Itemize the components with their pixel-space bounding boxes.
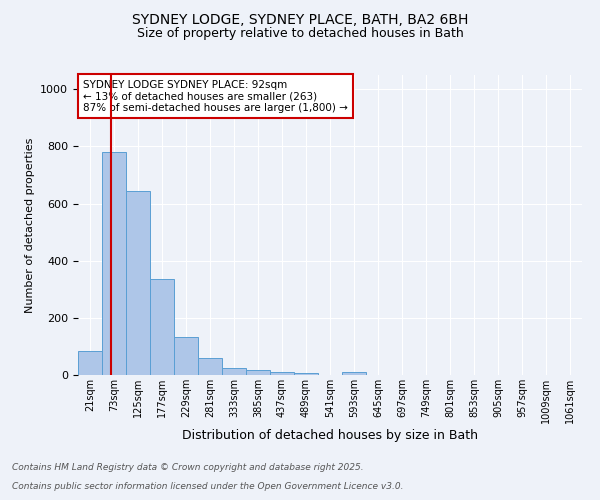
Y-axis label: Number of detached properties: Number of detached properties — [25, 138, 35, 312]
Bar — [102, 152, 126, 375]
X-axis label: Distribution of detached houses by size in Bath: Distribution of detached houses by size … — [182, 428, 478, 442]
Bar — [342, 372, 366, 375]
Bar — [222, 368, 246, 375]
Text: Contains public sector information licensed under the Open Government Licence v3: Contains public sector information licen… — [12, 482, 404, 491]
Text: Contains HM Land Registry data © Crown copyright and database right 2025.: Contains HM Land Registry data © Crown c… — [12, 464, 364, 472]
Bar — [150, 280, 174, 375]
Bar — [78, 352, 102, 375]
Bar — [126, 190, 150, 375]
Bar — [246, 370, 270, 375]
Text: SYDNEY LODGE SYDNEY PLACE: 92sqm
← 13% of detached houses are smaller (263)
87% : SYDNEY LODGE SYDNEY PLACE: 92sqm ← 13% o… — [83, 80, 348, 112]
Bar — [294, 374, 318, 375]
Bar — [270, 372, 294, 375]
Bar — [198, 358, 222, 375]
Bar — [174, 338, 198, 375]
Text: Size of property relative to detached houses in Bath: Size of property relative to detached ho… — [137, 28, 463, 40]
Text: SYDNEY LODGE, SYDNEY PLACE, BATH, BA2 6BH: SYDNEY LODGE, SYDNEY PLACE, BATH, BA2 6B… — [132, 12, 468, 26]
